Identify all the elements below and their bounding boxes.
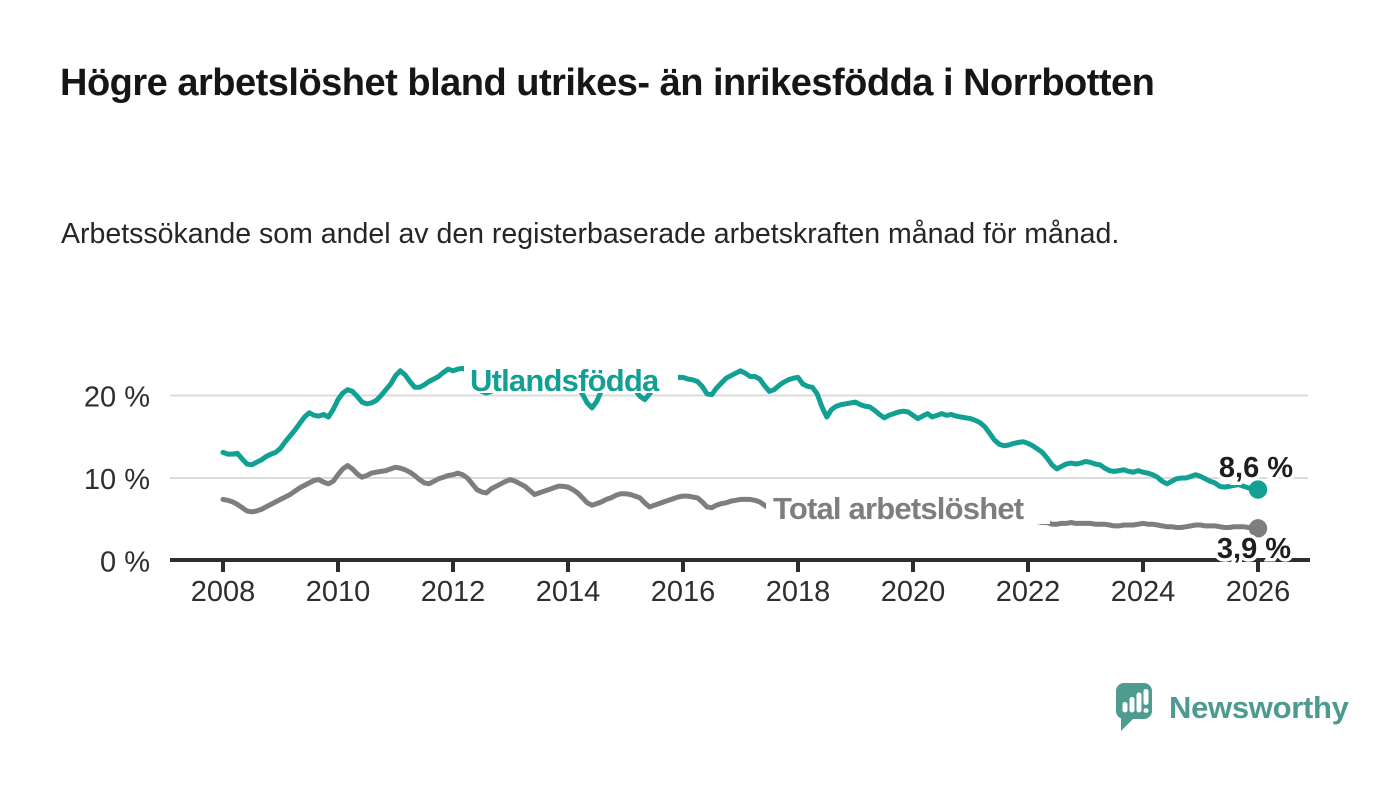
x-axis-label: 2026 xyxy=(1226,576,1291,608)
newsworthy-logo-text: Newsworthy xyxy=(1169,689,1349,725)
newsworthy-logo-icon xyxy=(1116,683,1152,731)
series-line-total xyxy=(220,463,1261,531)
series-label-mask xyxy=(464,361,678,393)
series-line-utlandsfodda xyxy=(220,365,1261,493)
x-axis-label: 2024 xyxy=(1111,576,1176,608)
end-value-label: 3,9 % xyxy=(1217,533,1291,565)
x-axis-label: 2008 xyxy=(191,576,256,608)
chart-subtitle: Arbetssökande som andel av den registerb… xyxy=(61,218,1120,250)
x-axis-label: 2018 xyxy=(766,576,831,608)
x-axis-label: 2010 xyxy=(306,576,371,608)
x-axis-label: 2020 xyxy=(881,576,946,608)
y-axis-label: 10 % xyxy=(84,464,150,496)
series-label-mask xyxy=(766,489,1050,524)
series-end-dot xyxy=(1248,519,1268,538)
newsworthy-logo: Newsworthy xyxy=(1116,683,1349,732)
end-value-label: 8,6 % xyxy=(1219,452,1293,484)
x-axis-label: 2022 xyxy=(996,576,1061,608)
page-title: Högre arbetslöshet bland utrikes- än inr… xyxy=(60,62,1155,104)
y-axis-label: 0 % xyxy=(100,547,150,579)
series-label: Utlandsfödda xyxy=(470,363,660,398)
y-axis-label: 20 % xyxy=(84,382,150,414)
series-label: Total arbetslöshet xyxy=(773,491,1024,526)
x-axis-label: 2014 xyxy=(536,576,601,608)
x-axis-label: 2016 xyxy=(651,576,716,608)
series-end-dot xyxy=(1248,480,1268,499)
x-axis-label: 2012 xyxy=(421,576,486,608)
